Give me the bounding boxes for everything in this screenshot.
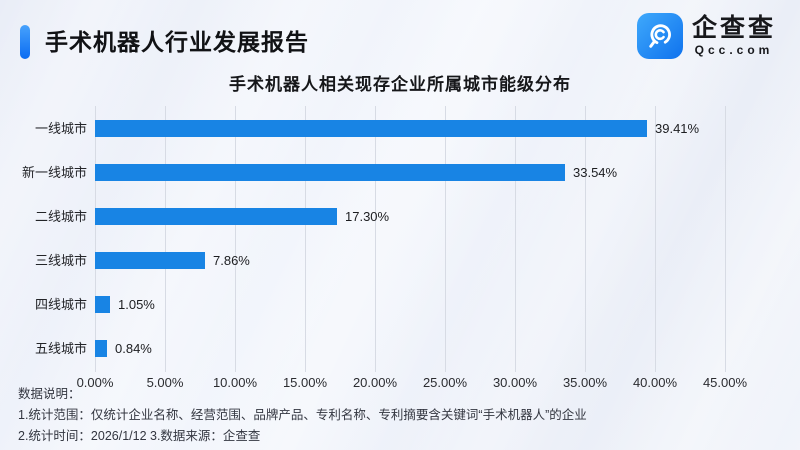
value-label: 7.86% — [213, 253, 250, 268]
x-axis-label: 35.00% — [562, 375, 608, 390]
gridline — [375, 106, 376, 372]
gridline — [95, 106, 96, 372]
value-label: 17.30% — [345, 209, 390, 224]
value-label: 33.54% — [573, 165, 618, 180]
note-line-1: 1.统计范围：仅统计企业名称、经营范围、品牌产品、专利名称、专利摘要含关键词“手… — [18, 407, 587, 422]
bar — [95, 119, 647, 137]
gridline — [725, 106, 726, 372]
x-axis-label: 30.00% — [492, 375, 538, 390]
logo-brand-text: 企查查 — [691, 13, 776, 42]
gridline — [585, 106, 586, 372]
bar — [95, 251, 205, 269]
x-axis-label: 40.00% — [632, 375, 678, 390]
gridline — [165, 106, 166, 372]
value-label: 0.84% — [115, 341, 152, 356]
x-axis-label: 45.00% — [702, 375, 748, 390]
category-label: 一线城市 — [34, 121, 87, 136]
bar — [95, 207, 337, 225]
qcc-logo: 企查查 Qcc.com — [636, 13, 776, 59]
category-label: 五线城市 — [34, 341, 87, 356]
qcc-logo-text: 企查查 Qcc.com — [691, 13, 776, 58]
bar — [95, 295, 110, 313]
x-axis-label: 0.00% — [76, 375, 114, 390]
category-label: 三线城市 — [34, 253, 87, 268]
gridline — [515, 106, 516, 372]
x-axis-label: 15.00% — [282, 375, 328, 390]
category-label: 二线城市 — [34, 209, 87, 224]
x-axis-label: 5.00% — [146, 375, 184, 390]
gridline — [445, 106, 446, 372]
bar — [95, 163, 565, 181]
gridline — [655, 106, 656, 372]
x-axis-label: 25.00% — [422, 375, 468, 390]
note-line-2: 2.统计时间：2026/1/12 3.数据来源：企查查 — [18, 428, 261, 443]
notes-heading: 数据说明： — [18, 387, 81, 401]
x-axis-label: 20.00% — [352, 375, 398, 390]
gridline — [235, 106, 236, 372]
chart-title: 手术机器人相关现存企业所属城市能级分布 — [229, 75, 571, 94]
category-label: 四线城市 — [34, 297, 87, 312]
data-notes: 数据说明： 1.统计范围：仅统计企业名称、经营范围、品牌产品、专利名称、专利摘要… — [18, 387, 587, 450]
category-label: 新一线城市 — [21, 165, 87, 180]
x-axis-label: 10.00% — [212, 375, 258, 390]
qcc-magnifier-icon — [636, 13, 683, 59]
bar — [95, 339, 107, 357]
value-label: 39.41% — [655, 121, 700, 136]
value-label: 1.05% — [118, 297, 155, 312]
report-title: 手术机器人行业发展报告 — [45, 29, 309, 55]
logo-domain-text: Qcc.com — [694, 43, 774, 58]
gridline — [305, 106, 306, 372]
title-accent-bar — [20, 25, 30, 59]
